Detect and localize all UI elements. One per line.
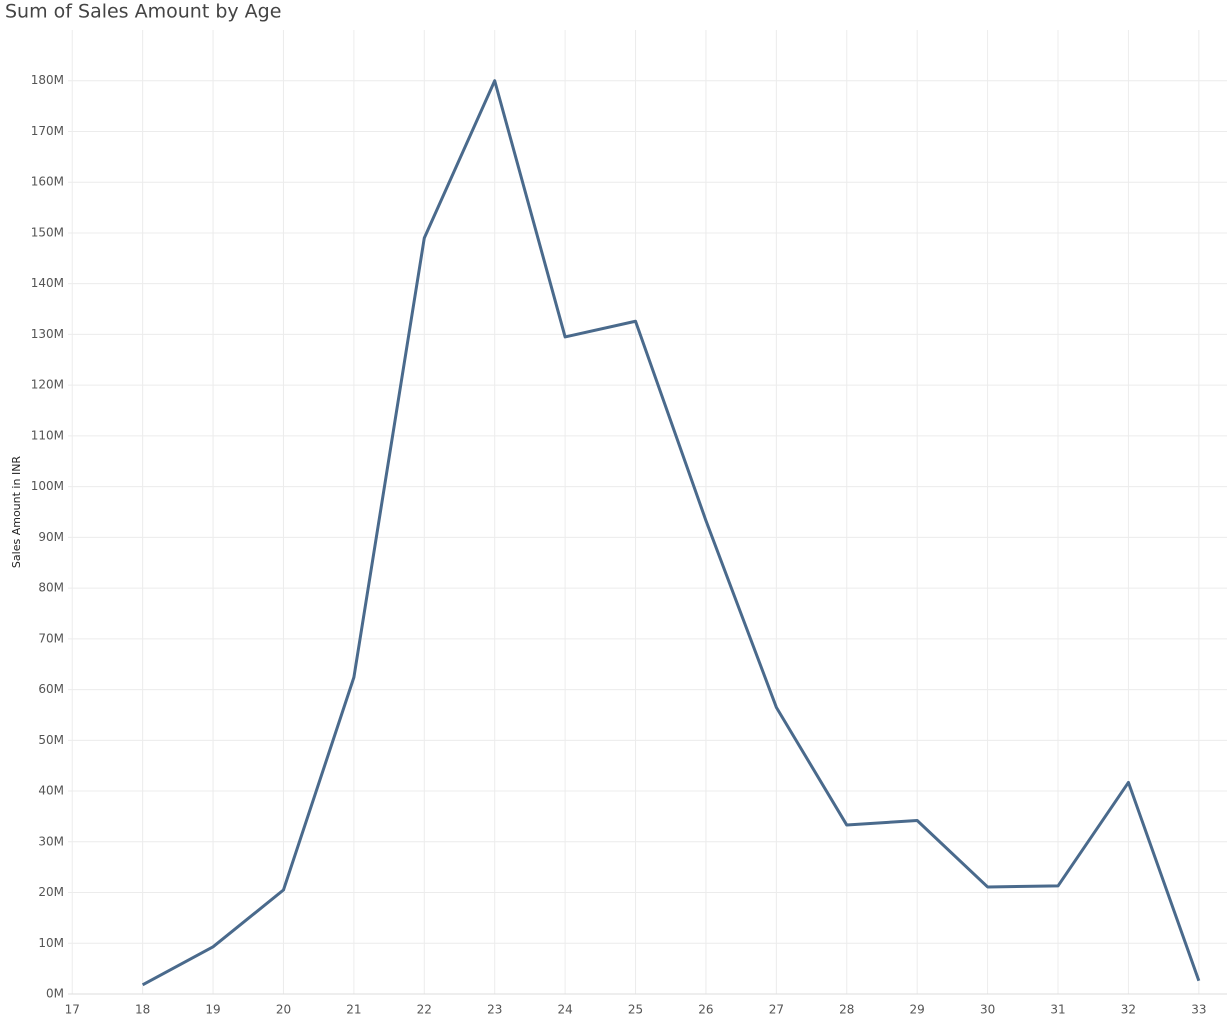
x-tick-label: 21 bbox=[346, 1003, 361, 1017]
x-tick-label: 29 bbox=[910, 1003, 925, 1017]
y-tick-label: 80M bbox=[38, 581, 64, 595]
y-tick-label: 20M bbox=[38, 885, 64, 899]
y-tick-label: 10M bbox=[38, 936, 64, 950]
y-tick-label: 90M bbox=[38, 530, 64, 544]
x-tick-label: 17 bbox=[65, 1003, 80, 1017]
chart-title: Sum of Sales Amount by Age bbox=[5, 1, 281, 23]
y-tick-label: 60M bbox=[38, 682, 64, 696]
y-tick-label: 140M bbox=[31, 276, 64, 290]
line bbox=[141, 79, 1201, 987]
x-tick-label: 22 bbox=[417, 1003, 432, 1017]
x-tick-label: 23 bbox=[487, 1003, 502, 1017]
x-tick-label: 28 bbox=[839, 1003, 854, 1017]
x-tick-label: 19 bbox=[205, 1003, 220, 1017]
y-tick-label: 130M bbox=[31, 327, 64, 341]
x-tick-label: 33 bbox=[1191, 1003, 1206, 1017]
x-tick-label: 18 bbox=[135, 1003, 150, 1017]
y-tick-label: 30M bbox=[38, 834, 64, 848]
x-tick-label: 31 bbox=[1050, 1003, 1065, 1017]
x-tick-label: 32 bbox=[1121, 1003, 1136, 1017]
x-tick-label: 25 bbox=[628, 1003, 643, 1017]
y-tick-label: 40M bbox=[38, 784, 64, 798]
y-axis-title: Sales Amount in INR bbox=[10, 456, 23, 568]
y-tick-label: 50M bbox=[38, 733, 64, 747]
y-tick-label: 110M bbox=[31, 428, 64, 442]
y-tick-label: 180M bbox=[31, 73, 64, 87]
x-tick-label: 26 bbox=[698, 1003, 713, 1017]
y-tick-label: 150M bbox=[31, 225, 64, 239]
x-tick-label: 20 bbox=[276, 1003, 291, 1017]
y-tick-label: 170M bbox=[31, 124, 64, 138]
y-tick-label: 70M bbox=[38, 631, 64, 645]
x-tick-label: 30 bbox=[980, 1003, 995, 1017]
x-tick-label: 24 bbox=[557, 1003, 572, 1017]
y-tick-label: 160M bbox=[31, 175, 64, 189]
y-tick-label: 120M bbox=[31, 378, 64, 392]
y-tick-label: 0M bbox=[46, 987, 64, 1001]
y-tick-label: 100M bbox=[31, 479, 64, 493]
x-tick-label: 27 bbox=[769, 1003, 784, 1017]
